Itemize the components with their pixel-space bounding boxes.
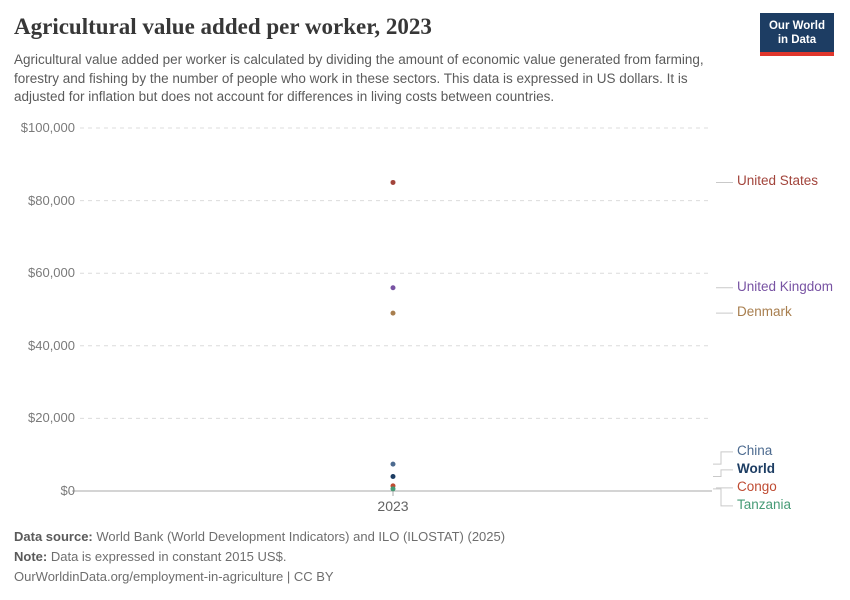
y-axis-tick-label: $40,000 — [28, 337, 75, 353]
logo-line2: in Data — [777, 34, 817, 47]
data-point-denmark[interactable] — [390, 310, 396, 316]
entity-label-denmark[interactable]: Denmark — [737, 304, 792, 320]
data-point-china[interactable] — [390, 461, 396, 467]
note-text: Data is expressed in constant 2015 US$. — [50, 549, 287, 564]
data-point-united-states[interactable] — [390, 179, 396, 185]
y-axis-tick-label: $20,000 — [28, 410, 75, 426]
page-title: Agricultural value added per worker, 202… — [14, 14, 432, 39]
data-point-united-kingdom[interactable] — [390, 285, 396, 291]
y-axis-tick-label: $80,000 — [28, 192, 75, 208]
entity-label-united-kingdom[interactable]: United Kingdom — [737, 278, 834, 294]
entity-label-united-states[interactable]: United States — [737, 173, 819, 189]
data-point-tanzania[interactable] — [390, 486, 396, 492]
canonical-url-link[interactable]: OurWorldinData.org/employment-in-agricul… — [14, 569, 284, 584]
y-axis-tick-label: $60,000 — [28, 265, 75, 281]
label-connector — [713, 469, 733, 477]
note-label: Note: — [14, 549, 48, 564]
entity-label-congo[interactable]: Congo — [737, 478, 777, 494]
logo-line1: Our World — [768, 20, 825, 32]
data-source-text: World Bank (World Development Indicators… — [96, 529, 506, 544]
x-axis-tick-label: 2023 — [377, 498, 409, 514]
license-cc-by-link[interactable]: CC BY — [293, 569, 334, 584]
entity-label-tanzania[interactable]: Tanzania — [737, 496, 792, 512]
label-connector — [713, 488, 733, 507]
data-source-line: Data source: World Bank (World Developme… — [14, 527, 505, 547]
data-source-label: Data source: — [14, 529, 93, 544]
owid-logo[interactable]: Our World in Data — [759, 13, 834, 57]
entity-label-world[interactable]: World — [737, 460, 775, 476]
y-axis-tick-label: $100,000 — [20, 120, 75, 135]
note-line: Note: Data is expressed in constant 2015… — [14, 547, 505, 567]
attribution-line: OurWorldinData.org/employment-in-agricul… — [14, 567, 505, 587]
chart-subtitle: Agricultural value added per worker is c… — [14, 52, 704, 105]
chart-footer: Data source: World Bank (World Developme… — [14, 527, 505, 587]
y-axis-tick-label: $0 — [60, 483, 75, 498]
footer-separator: | — [283, 569, 294, 584]
entity-label-china[interactable]: China — [737, 442, 773, 458]
label-connector — [713, 451, 733, 465]
data-point-world[interactable] — [390, 473, 396, 479]
